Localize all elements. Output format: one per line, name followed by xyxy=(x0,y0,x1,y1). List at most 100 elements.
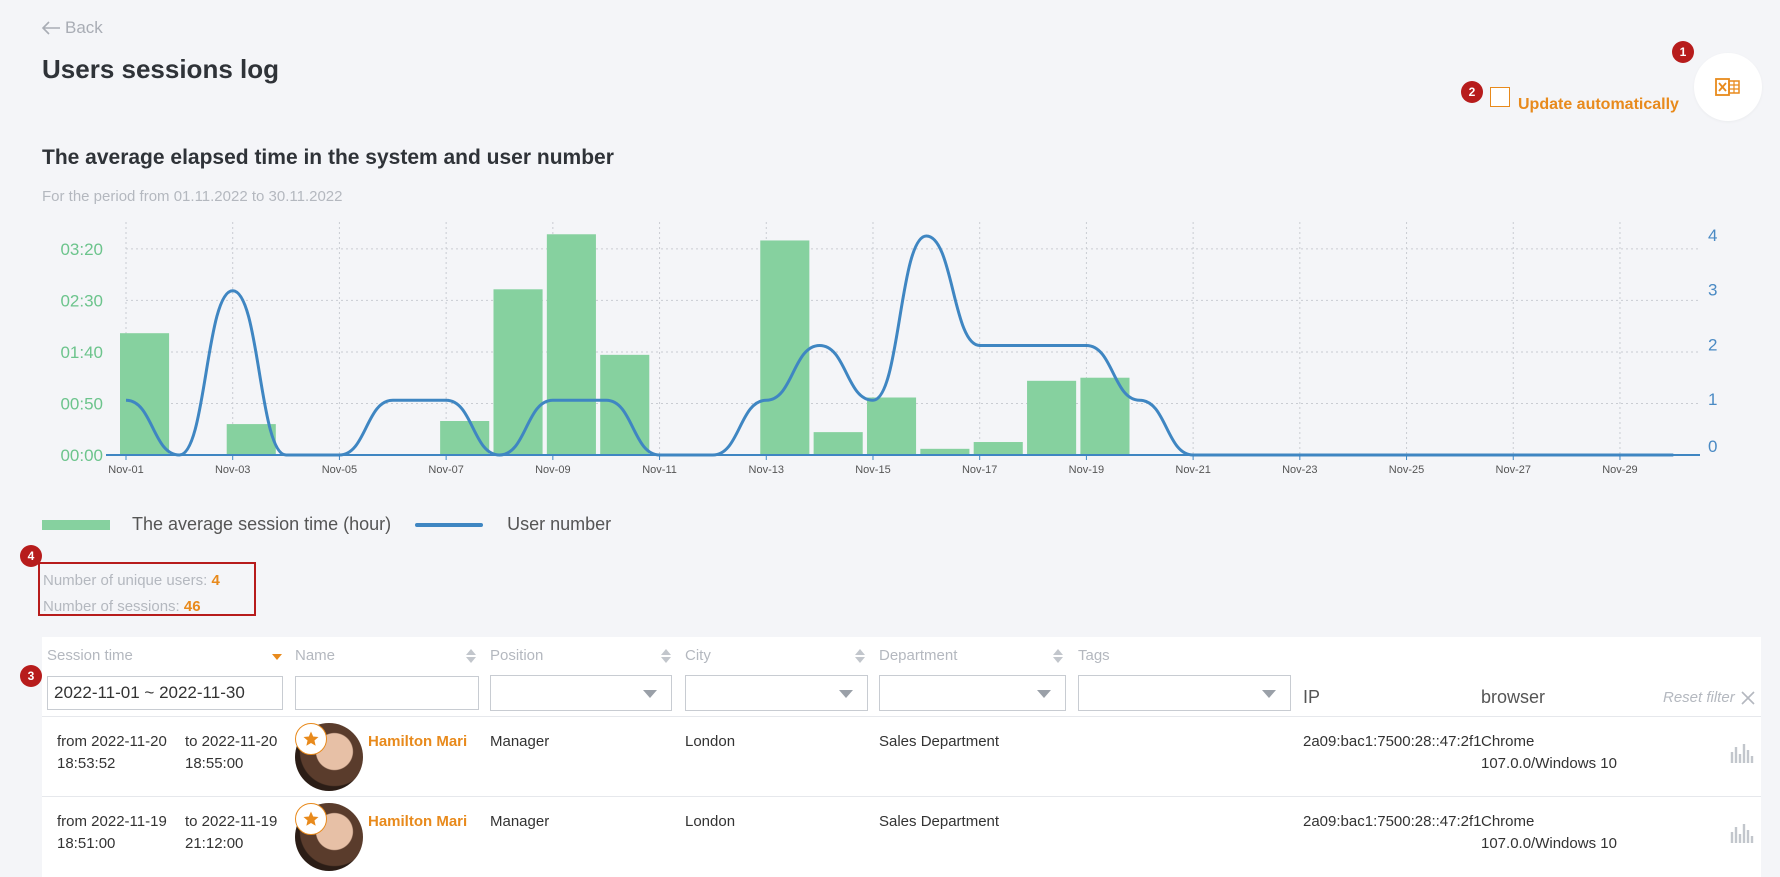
x-tick-label: Nov-13 xyxy=(749,464,784,476)
x-tick-label: Nov-27 xyxy=(1496,464,1531,476)
bar-chart-icon[interactable] xyxy=(1730,823,1754,843)
x-tick-label: Nov-09 xyxy=(535,464,570,476)
auto-update-toggle[interactable]: Update automatically xyxy=(1490,80,1679,114)
bar xyxy=(440,420,490,455)
session-to: to 2022-11-20 18:55:00 xyxy=(185,731,277,775)
unique-users-stat: Number of unique users: 4 xyxy=(43,568,254,594)
legend-bar-label: The average session time (hour) xyxy=(132,514,392,534)
y-right-tick-label: 1 xyxy=(1708,390,1717,409)
ip-cell: 2a09:bac1:7500:28::47:2f1 xyxy=(1303,813,1482,830)
x-tick-label: Nov-23 xyxy=(1282,464,1317,476)
chart-legend: The average session time (hour) User num… xyxy=(42,514,611,535)
header-session-time[interactable]: Session time xyxy=(47,647,133,664)
bar xyxy=(546,234,596,455)
y-left-tick-label: 02:30 xyxy=(60,291,103,310)
sessions-table: Session time Name Position City Departme… xyxy=(42,637,1761,877)
x-tick-label: Nov-05 xyxy=(322,464,357,476)
star-badge xyxy=(295,803,327,835)
name-filter[interactable] xyxy=(295,676,479,710)
session-chart: Nov-01 Nov-03 Nov-05 Nov-07 Nov-09 Nov-11 Nov-… xyxy=(60,222,1717,476)
browser-name: Chrome xyxy=(1481,733,1535,750)
y-left-tick-label: 00:50 xyxy=(60,394,103,413)
header-department[interactable]: Department xyxy=(879,647,958,664)
x-tick-label: Nov-19 xyxy=(1069,464,1104,476)
y-left-tick-label: 03:20 xyxy=(60,240,103,259)
user-name-link[interactable]: Hamilton Mari xyxy=(368,733,468,750)
bar xyxy=(920,448,970,455)
sessions-label: Number of sessions: xyxy=(43,598,180,615)
sort-icon[interactable] xyxy=(466,649,476,663)
browser-cell: Chrome 107.0.0/Windows 10 xyxy=(1481,811,1617,855)
header-ip: IP xyxy=(1303,687,1321,707)
to-date: to 2022-11-19 xyxy=(185,813,278,830)
bar-chart-icon[interactable] xyxy=(1730,743,1754,763)
x-tick-label: Nov-07 xyxy=(428,464,463,476)
header-position[interactable]: Position xyxy=(490,647,544,664)
position-filter[interactable] xyxy=(490,675,672,711)
header-name[interactable]: Name xyxy=(295,647,336,664)
bar xyxy=(1027,380,1077,455)
city-cell: London xyxy=(685,813,736,830)
annotation-badge-4: 4 xyxy=(20,545,42,567)
bar xyxy=(120,333,170,455)
chevron-down-icon xyxy=(643,690,657,698)
sort-icon[interactable] xyxy=(1053,649,1063,663)
back-link[interactable]: Back xyxy=(41,18,103,38)
x-tick-label: Nov-15 xyxy=(855,464,890,476)
position-cell: Manager xyxy=(490,813,550,830)
user-name-link[interactable]: Hamilton Mari xyxy=(368,813,468,830)
chart-title: The average elapsed time in the system a… xyxy=(42,146,614,169)
from-date: from 2022-11-19 xyxy=(57,813,167,830)
x-tick-label: Nov-17 xyxy=(962,464,997,476)
header-tags: Tags xyxy=(1078,647,1110,664)
y-right-tick-label: 0 xyxy=(1708,437,1717,456)
annotation-badge-2: 2 xyxy=(1461,81,1483,103)
bar xyxy=(493,289,543,455)
browser-name: Chrome xyxy=(1481,813,1535,830)
header-city[interactable]: City xyxy=(685,647,711,664)
x-tick-label: Nov-11 xyxy=(642,464,677,476)
sort-desc-icon[interactable] xyxy=(272,654,282,660)
unique-users-value: 4 xyxy=(211,572,220,589)
y-left-tick-label: 01:40 xyxy=(60,343,103,362)
back-label: Back xyxy=(65,18,103,37)
x-tick-label: Nov-29 xyxy=(1602,464,1637,476)
table-row[interactable]: from 2022-11-19 18:51:00 to 2022-11-19 2… xyxy=(42,796,1761,876)
to-time: 21:12:00 xyxy=(185,835,244,852)
reset-filter-label: Reset filter xyxy=(1663,689,1735,706)
table-row[interactable]: from 2022-11-20 18:53:52 to 2022-11-20 1… xyxy=(42,716,1761,796)
browser-version: 107.0.0/Windows 10 xyxy=(1481,755,1617,772)
unique-users-label: Number of unique users: xyxy=(43,572,208,589)
city-filter[interactable] xyxy=(685,675,868,711)
chevron-down-icon xyxy=(839,690,853,698)
annotation-badge-1: 1 xyxy=(1672,41,1694,63)
y-right-tick-label: 2 xyxy=(1708,335,1717,354)
sort-icon[interactable] xyxy=(661,649,671,663)
department-filter[interactable] xyxy=(879,675,1066,711)
session-time-filter[interactable] xyxy=(47,676,283,710)
star-badge xyxy=(295,723,327,755)
export-excel-button[interactable] xyxy=(1694,53,1762,121)
sessions-value: 46 xyxy=(183,598,201,615)
to-time: 18:55:00 xyxy=(185,755,244,772)
browser-cell: Chrome 107.0.0/Windows 10 xyxy=(1481,731,1617,775)
sessions-stat: Number of sessions: 46 xyxy=(43,594,254,620)
header-browser: browser xyxy=(1481,687,1546,707)
session-from: from 2022-11-20 18:53:52 xyxy=(57,731,167,775)
legend-line-swatch xyxy=(415,522,484,527)
excel-icon xyxy=(1715,78,1740,96)
y-right-tick-label: 4 xyxy=(1708,226,1717,245)
bar xyxy=(973,442,1023,455)
reset-filter-button[interactable]: Reset filter xyxy=(1663,689,1755,706)
tags-filter[interactable] xyxy=(1078,675,1291,711)
x-tick-label: Nov-03 xyxy=(215,464,250,476)
sort-icon[interactable] xyxy=(855,649,865,663)
department-cell: Sales Department xyxy=(879,733,1000,750)
bar xyxy=(760,240,810,455)
legend-bar-swatch xyxy=(42,519,110,530)
session-from: from 2022-11-19 18:51:00 xyxy=(57,811,167,855)
auto-update-label: Update automatically xyxy=(1518,96,1679,113)
auto-update-checkbox[interactable] xyxy=(1490,87,1510,107)
x-tick-label: Nov-21 xyxy=(1175,464,1210,476)
from-time: 18:53:52 xyxy=(57,755,116,772)
